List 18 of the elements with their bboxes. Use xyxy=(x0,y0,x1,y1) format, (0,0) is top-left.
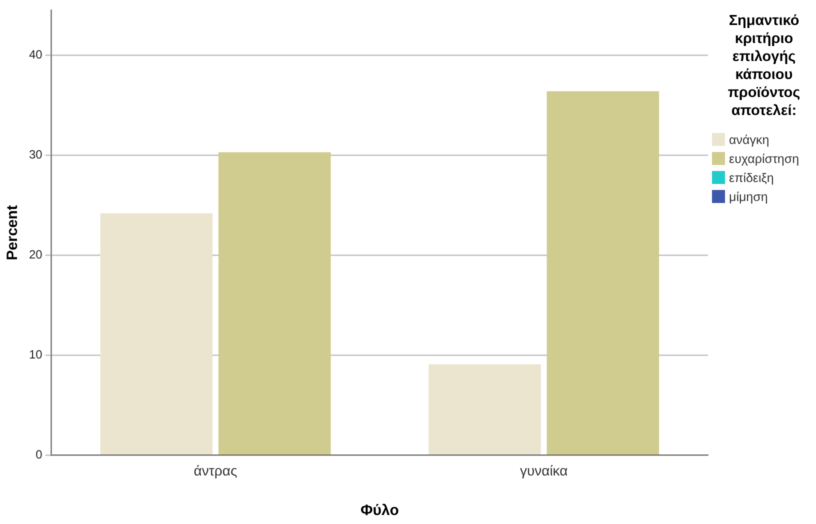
y-tick-label: 30 xyxy=(28,148,43,162)
x-tick-label: γυναίκα xyxy=(520,462,568,478)
bar xyxy=(546,91,660,454)
bar xyxy=(428,364,541,454)
y-axis-title: Percent xyxy=(4,205,22,260)
bar xyxy=(218,152,331,454)
y-tick-label: 10 xyxy=(28,348,43,362)
legend-label: ευχαρίστηση xyxy=(729,152,800,166)
legend-title: Σημαντικό κριτήριο επιλογής κάποιου προϊόντος αποτελεί: xyxy=(726,12,802,120)
y-tick-label: 40 xyxy=(28,48,43,62)
bar xyxy=(100,213,213,454)
legend-label: επίδειξη xyxy=(729,170,774,184)
y-tick-label: 20 xyxy=(28,248,43,262)
x-axis-title: Φύλο xyxy=(360,502,399,520)
legend-label: μίμηση xyxy=(729,190,768,204)
y-tick-label: 0 xyxy=(36,448,43,462)
x-tick-label: άντρας xyxy=(194,462,238,478)
legend-label: ανάγκη xyxy=(729,132,770,146)
